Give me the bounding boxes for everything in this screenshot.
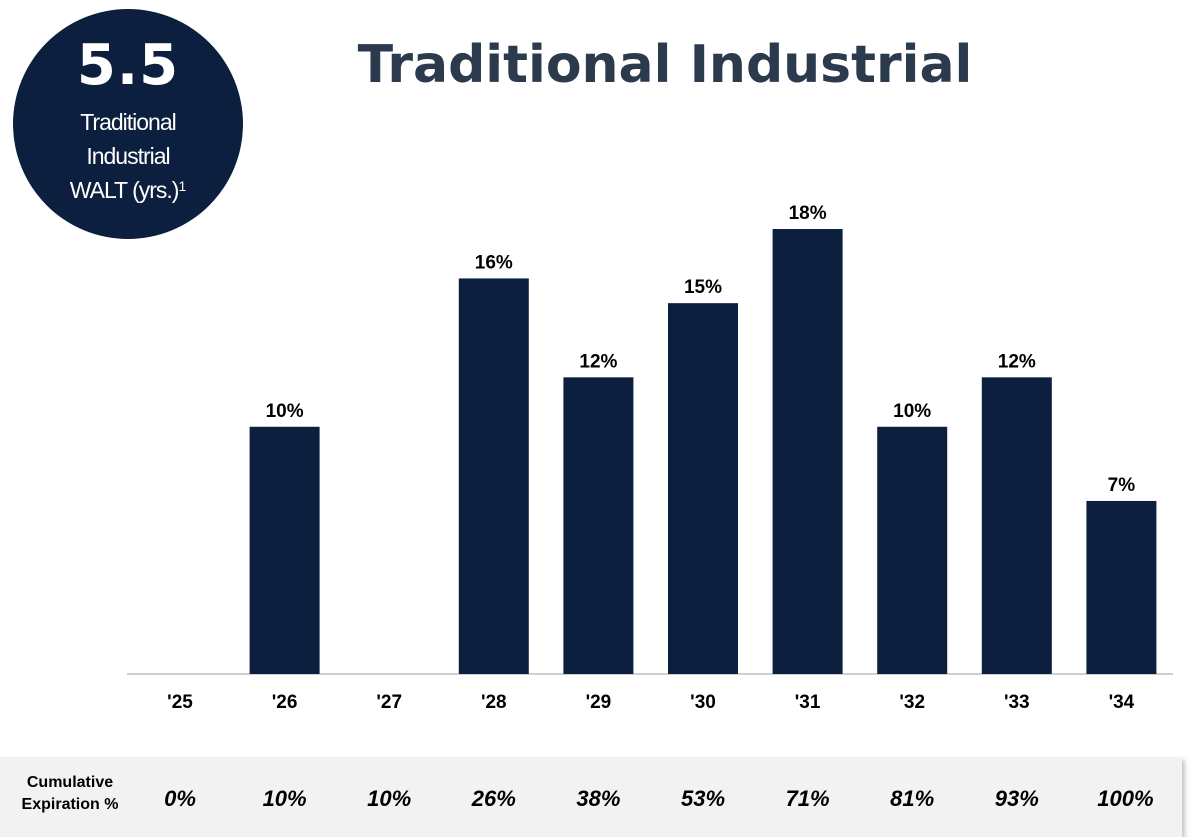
cumulative-value-2: 10% — [367, 786, 412, 811]
bar-1 — [249, 426, 320, 674]
cumulative-value-4: 38% — [576, 786, 621, 811]
x-tick-label-8: '33 — [1004, 692, 1030, 713]
walt-badge: 5.5 Traditional Industrial WALT (yrs.)1 — [13, 9, 243, 239]
walt-label-line-3: WALT (yrs.) — [69, 177, 180, 203]
x-tick-label-3: '28 — [481, 692, 507, 713]
data-label-8: 12% — [998, 351, 1036, 372]
cumulative-value-3: 26% — [471, 786, 516, 811]
bar-chart: '25 10% '26 '27 16% '28 12% '29 15% '30 18% '31 10% '… — [127, 203, 1173, 713]
walt-value: 5.5 — [76, 33, 180, 98]
bar-7 — [877, 426, 948, 674]
x-tick-label-5: '30 — [690, 692, 716, 713]
cumulative-label: Cumulative Expiration % — [10, 772, 130, 816]
data-label-6: 18% — [789, 203, 827, 224]
chart-title: Traditional Industrial — [357, 35, 973, 95]
bar-5 — [668, 303, 738, 674]
cumulative-value-8: 93% — [994, 786, 1039, 811]
cumulative-label-line-1: Cumulative — [26, 774, 114, 791]
cumulative-value-7: 81% — [890, 786, 935, 811]
bar-8 — [981, 377, 1052, 674]
cumulative-value-0: 0% — [164, 786, 196, 811]
x-tick-label-0: '25 — [167, 692, 193, 713]
bar-4 — [563, 377, 634, 674]
x-tick-label-4: '29 — [586, 692, 612, 713]
bar-9 — [1086, 500, 1157, 674]
data-label-3: 16% — [475, 252, 513, 273]
cumulative-label-line-2: Expiration % — [21, 796, 119, 813]
cumulative-value-1: 10% — [262, 786, 307, 811]
bar-6 — [772, 229, 843, 674]
walt-label: Traditional Industrial WALT (yrs.)1 — [70, 105, 186, 207]
x-tick-label-1: '26 — [272, 692, 298, 713]
x-tick-label-9: '34 — [1109, 692, 1135, 713]
data-label-7: 10% — [893, 401, 931, 422]
walt-label-line-2: Industrial — [86, 143, 170, 169]
data-label-1: 10% — [266, 401, 304, 422]
cumulative-band — [0, 757, 1182, 837]
data-label-9: 7% — [1108, 475, 1136, 496]
cumulative-value-5: 53% — [680, 786, 726, 811]
data-label-4: 12% — [579, 351, 617, 372]
x-tick-label-6: '31 — [795, 692, 821, 713]
cumulative-value-6: 71% — [785, 786, 830, 811]
bar-3 — [458, 278, 529, 674]
x-tick-label-7: '32 — [899, 692, 925, 713]
data-label-5: 15% — [684, 277, 722, 298]
x-tick-label-2: '27 — [376, 692, 402, 713]
cumulative-value-9: 100% — [1097, 786, 1154, 811]
footnote-marker: 1 — [178, 178, 187, 194]
walt-label-line-1: Traditional — [80, 109, 177, 135]
